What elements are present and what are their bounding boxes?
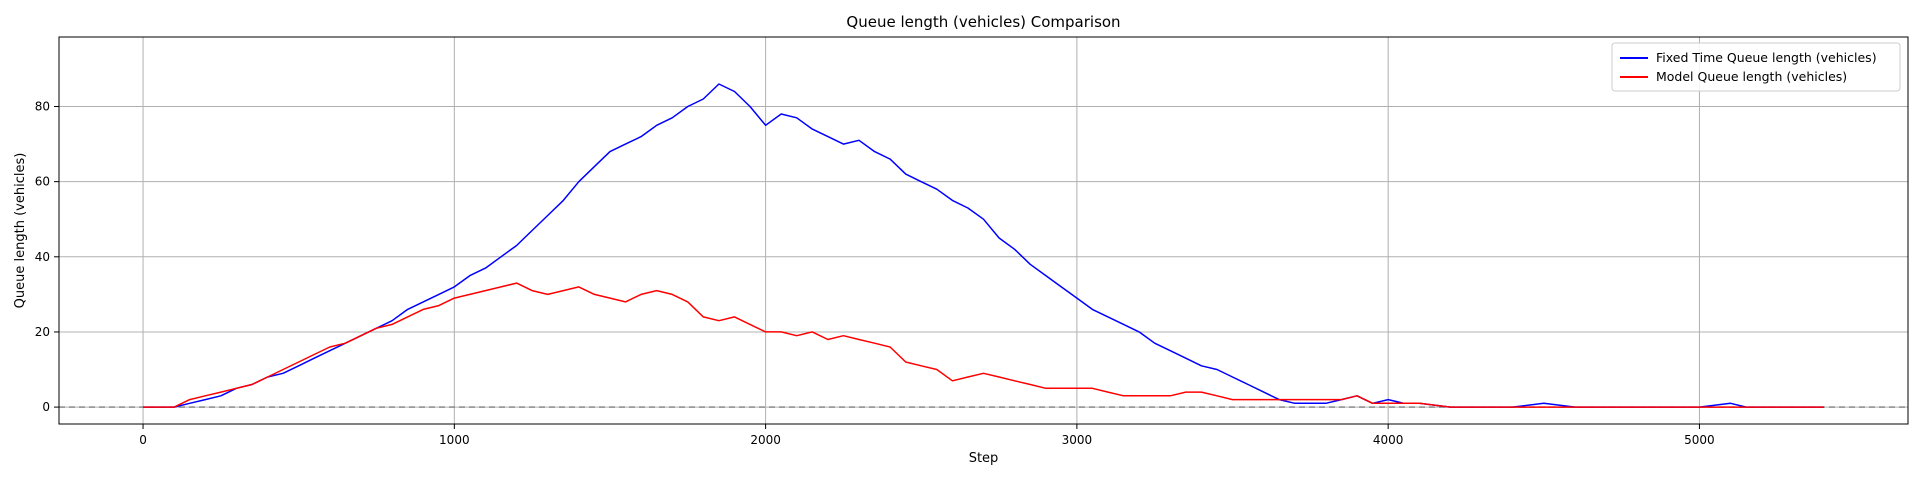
y-tick-label: 80 (35, 100, 50, 114)
x-axis-label: Step (969, 451, 999, 466)
y-axis-label: Queue length (vehicles) (13, 153, 28, 309)
chart-title: Queue length (vehicles) Comparison (846, 13, 1120, 31)
x-tick-label: 2000 (750, 433, 781, 447)
series-line-1 (143, 282, 1824, 408)
legend-label-model: Model Queue length (vehicles) (1656, 69, 1847, 84)
x-tick-label: 0 (139, 433, 147, 447)
plot-frame (58, 36, 1909, 425)
series-layer (143, 83, 1824, 408)
y-tick-label: 40 (35, 250, 50, 264)
x-tick-label: 5000 (1684, 433, 1715, 447)
legend-box (1611, 42, 1901, 92)
series-line-0 (143, 83, 1824, 408)
tick-layer: 0 1000 2000 3000 4000 5000 0 20 40 60 80 (35, 100, 1715, 447)
y-tick-label: 0 (42, 400, 50, 414)
legend-label-fixed-time: Fixed Time Queue length (vehicles) (1656, 50, 1877, 65)
x-tick-label: 3000 (1062, 433, 1093, 447)
grid-layer (59, 37, 1908, 424)
legend: Fixed Time Queue length (vehicles) Model… (1611, 42, 1901, 92)
y-tick-label: 20 (35, 325, 50, 339)
x-tick-label: 4000 (1373, 433, 1404, 447)
x-tick-label: 1000 (439, 433, 470, 447)
y-tick-label: 60 (35, 175, 50, 189)
